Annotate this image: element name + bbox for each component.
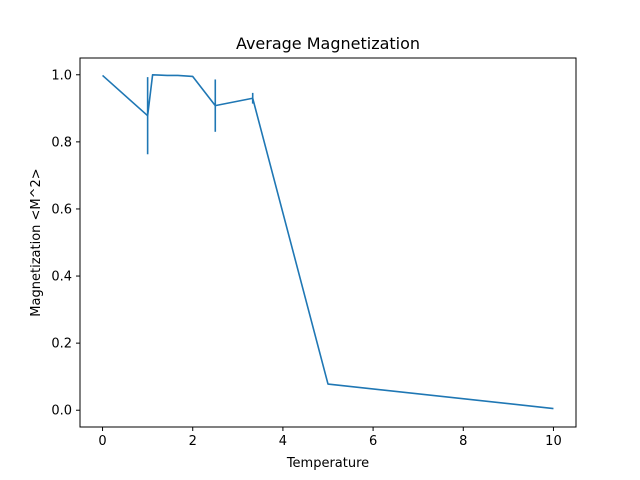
series-layer — [102, 73, 554, 410]
x-tick-label: 10 — [545, 434, 562, 449]
x-tick-label: 4 — [279, 434, 287, 449]
y-tick-label: 0.6 — [51, 202, 72, 217]
x-tick-label: 2 — [189, 434, 197, 449]
x-tick-label: 6 — [369, 434, 377, 449]
ticks-layer: 0 2 4 6 8 10 0.0 0.2 0.4 0.6 0.8 1.0 — [51, 68, 561, 449]
x-tick-label: 0 — [98, 434, 106, 449]
series-line — [102, 73, 554, 410]
y-axis-label: Magnetization <M^2> — [29, 168, 44, 316]
x-tick-label: 8 — [459, 434, 467, 449]
x-axis-label: Temperature — [286, 456, 369, 471]
chart-title: Average Magnetization — [236, 34, 420, 53]
y-tick-label: 0.2 — [51, 337, 72, 352]
plot-area — [79, 57, 577, 428]
y-tick-label: 0.0 — [51, 404, 72, 419]
y-tick-label: 1.0 — [51, 68, 72, 83]
y-tick-label: 0.4 — [51, 270, 72, 285]
y-tick-label: 0.8 — [51, 135, 72, 150]
